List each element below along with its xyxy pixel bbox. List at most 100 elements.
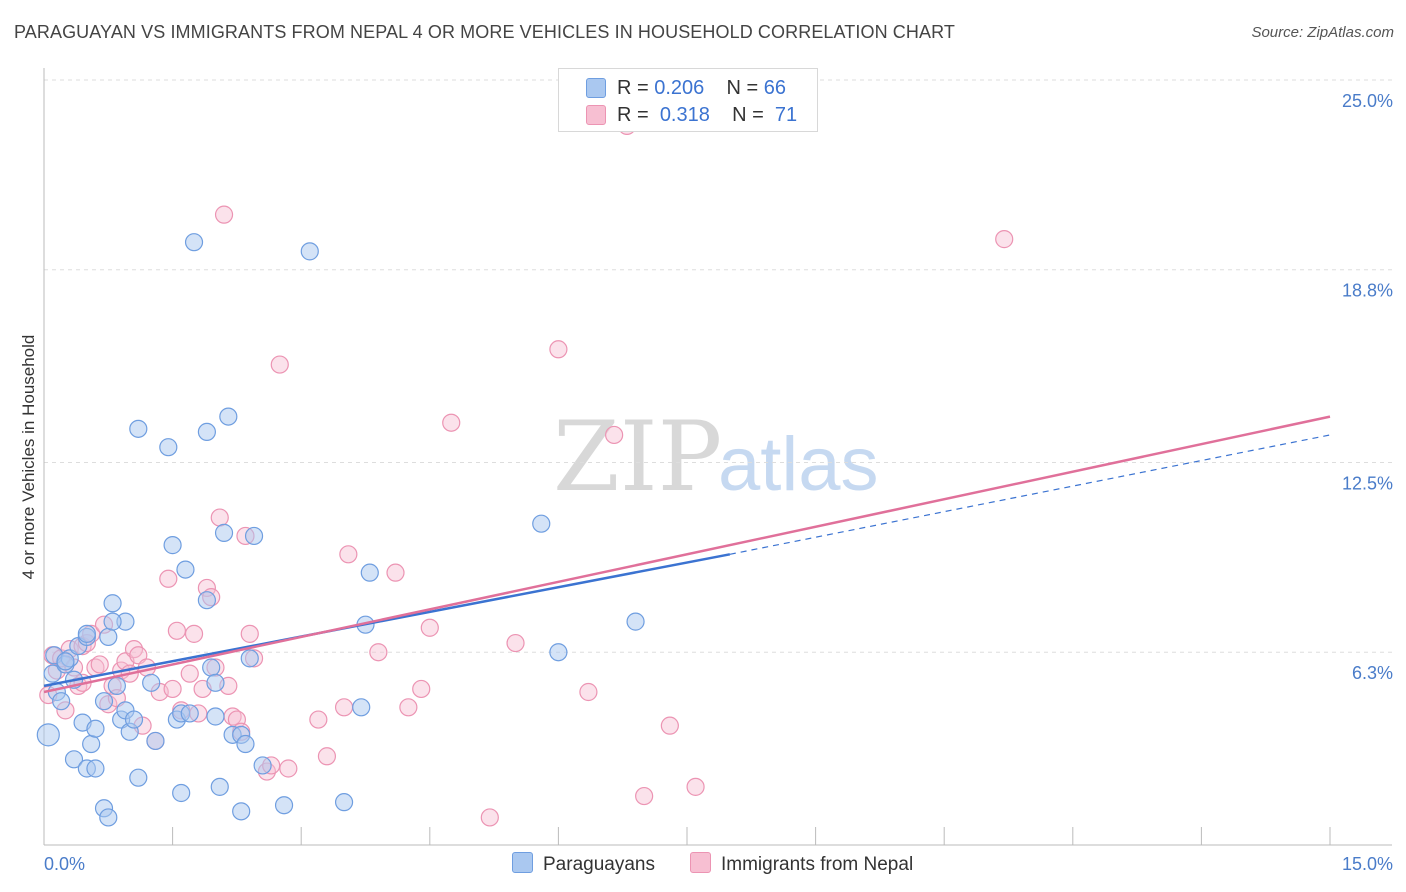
paraguayans-point [56, 652, 75, 671]
source-label: Source: ZipAtlas.com [1251, 24, 1394, 41]
paraguayans-point [180, 704, 199, 723]
paraguayans-point [129, 768, 148, 787]
paraguayans-point [82, 734, 101, 754]
paraguayans-point [214, 523, 234, 542]
nepal-point [159, 569, 178, 588]
paraguayans-trend-line [43, 553, 731, 688]
paraguayans-point [300, 242, 319, 261]
paraguayans-point [94, 692, 114, 711]
x-tick-label-min: 0.0% [44, 854, 85, 874]
paraguayans-point [532, 514, 551, 533]
paraguayans-point [64, 750, 84, 769]
tick-labels: 6.3% 12.5% 18.8% 25.0% 0.0% 15.0% [44, 91, 1393, 874]
nepal-point [309, 710, 328, 729]
nepal-point [270, 355, 289, 374]
paraguayans-point [236, 734, 255, 754]
paraguayans-point [163, 536, 182, 555]
paraguayans-point [360, 563, 379, 582]
bottom-legend-swatch-nepal [690, 852, 711, 873]
paraguayans-points [36, 233, 645, 827]
nepal-point [163, 679, 182, 699]
nepal-point [369, 643, 388, 662]
paraguayans-point [36, 723, 60, 747]
y-tick-label: 25.0% [1342, 91, 1393, 111]
nepal-point [480, 808, 499, 827]
paraguayans-point [274, 796, 294, 815]
legend: R = 0.206 N = 66 R = 0.318 N = 71 [558, 68, 818, 132]
paraguayans-point [52, 692, 71, 711]
paraguayans-point [103, 594, 122, 613]
nepal-point [686, 777, 705, 796]
paraguayans-point [253, 756, 272, 775]
paraguayans-point [99, 808, 118, 827]
nepal-point [90, 655, 109, 674]
nepal-point [442, 413, 461, 432]
legend-n-value: 71 [774, 104, 798, 126]
paraguayans-point [334, 793, 354, 812]
watermark: ZIP atlas [553, 401, 879, 513]
paraguayans-point [142, 673, 161, 692]
nepal-point [549, 340, 568, 359]
bottom-legend-swatch-paraguayans [512, 852, 533, 873]
paraguayans-point [244, 526, 264, 546]
paraguayans-point [197, 422, 216, 441]
paraguayans-point [202, 658, 221, 677]
nepal-point [605, 425, 624, 445]
chart-title: PARAGUAYAN VS IMMIGRANTS FROM NEPAL 4 OR… [14, 22, 955, 42]
nepal-point [167, 621, 186, 640]
legend-text-nepal: R = 0.318 N = 71 [617, 104, 797, 127]
watermark-zip: ZIP [553, 401, 722, 513]
legend-n-label: N = [732, 104, 764, 126]
paraguayans-point [107, 676, 126, 695]
paraguayans-point [159, 438, 178, 457]
y-axis-label: 4 or more Vehicles in Household [19, 335, 38, 580]
nepal-point [184, 624, 204, 643]
nepal-point [180, 664, 199, 683]
paraguayans-point [77, 624, 96, 643]
paraguayans-point [240, 649, 259, 668]
nepal-point [660, 716, 679, 735]
paraguayans-point [86, 759, 105, 778]
paraguayans-point [210, 777, 229, 796]
paraguayans-point [219, 407, 238, 426]
paraguayans-point [184, 233, 204, 252]
y-tick-label: 6.3% [1352, 663, 1393, 683]
paraguayans-point [86, 719, 105, 738]
y-tick-label: 12.5% [1342, 474, 1393, 494]
bottom-legend-label-nepal: Immigrants from Nepal [721, 854, 914, 875]
y-tick-label: 18.8% [1342, 281, 1393, 301]
grid [44, 79, 1392, 653]
paraguayans-point [146, 731, 165, 751]
paraguayans-point [176, 560, 195, 579]
legend-r-label: R = [617, 104, 649, 126]
paraguayans-trend-dashed [729, 434, 1331, 555]
nepal-point [412, 679, 431, 699]
axes [43, 68, 1392, 846]
paraguayans-point [549, 643, 568, 662]
nepal-point [214, 205, 234, 224]
legend-r-value: 0.318 [659, 104, 710, 126]
paraguayans-point [99, 627, 118, 647]
paraguayans-point [626, 612, 645, 631]
nepal-point [579, 682, 598, 702]
nepal-point [279, 759, 298, 778]
legend-swatch-paraguayans [586, 78, 606, 98]
legend-r-label: R = [617, 77, 649, 99]
legend-n-value: 66 [763, 77, 787, 99]
nepal-point [506, 633, 525, 653]
paraguayans-point [206, 707, 225, 726]
trend-lines [43, 415, 1331, 694]
paraguayans-point [43, 664, 62, 683]
nepal-point [635, 786, 654, 806]
paraguayans-point [129, 419, 148, 438]
nepal-point [210, 508, 229, 527]
paraguayans-point [232, 802, 251, 821]
nepal-point [420, 618, 439, 637]
legend-swatch-nepal [586, 105, 606, 125]
paraguayans-point [197, 591, 216, 610]
paraguayans-point [206, 673, 225, 692]
nepal-point [317, 747, 337, 766]
bottom-legend-paraguayans: Paraguayans [512, 852, 655, 876]
paraguayans-point [124, 710, 144, 729]
